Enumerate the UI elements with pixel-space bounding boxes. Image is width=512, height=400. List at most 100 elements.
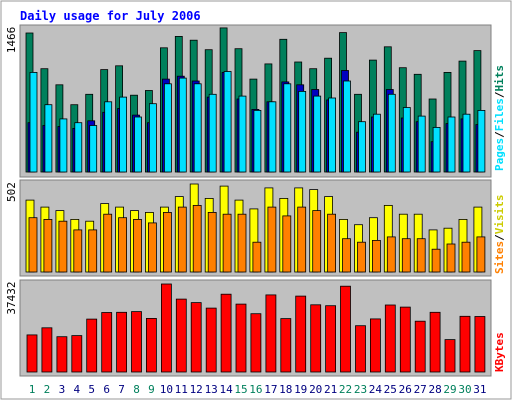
sites-bar-day-5	[88, 229, 98, 273]
files-bar-day-24	[372, 113, 381, 173]
files-bar-day-1	[29, 72, 38, 173]
kbytes-bar-day-2	[41, 327, 53, 373]
kbytes-bar-day-9	[145, 317, 157, 373]
day-label-10: 10	[160, 383, 173, 396]
kbytes-bar-day-10	[160, 283, 172, 373]
kbytes-bar-day-19	[295, 295, 307, 373]
sites-bar-day-20	[312, 210, 322, 273]
sites-bar-day-6	[103, 213, 113, 273]
legend-sep-2: /	[493, 91, 506, 98]
sites-bar-day-17	[267, 206, 277, 273]
kbytes-bar-day-7	[116, 311, 127, 373]
kbytes-bar-day-26	[399, 306, 411, 373]
files-bar-day-30	[462, 113, 471, 173]
day-label-5: 5	[88, 383, 95, 396]
kbytes-bar-day-21	[325, 305, 337, 373]
sites-bar-day-2	[43, 218, 53, 273]
kbytes-bar-day-25	[384, 304, 396, 373]
kbytes-bar-day-23	[355, 325, 366, 373]
kbytes-bar-day-1	[26, 334, 38, 373]
day-label-1: 1	[29, 383, 36, 396]
kbytes-bar-day-15	[235, 303, 247, 373]
kbytes-bar-day-22	[340, 285, 351, 373]
day-label-13: 13	[205, 383, 218, 396]
day-label-4: 4	[73, 383, 80, 396]
chart-title: Daily usage for July 2006	[20, 9, 201, 23]
legend-top: Pages/Files/Hits	[493, 65, 506, 171]
kbytes-bar-day-4	[71, 335, 83, 373]
files-bar-day-11	[178, 77, 187, 173]
kbytes-ymax-label: 37432	[5, 281, 18, 314]
sites-bar-day-31	[476, 236, 486, 273]
legend-middle: Sites/Visits	[493, 195, 506, 275]
files-bar-day-17	[268, 101, 277, 173]
day-label-20: 20	[309, 383, 322, 396]
kbytes-bar-day-6	[101, 312, 113, 373]
files-bar-day-12	[193, 83, 202, 173]
legend-hits: Hits	[493, 65, 506, 92]
day-label-28: 28	[428, 383, 441, 396]
day-label-29: 29	[443, 383, 456, 396]
day-label-2: 2	[44, 383, 51, 396]
sites-bar-day-1	[28, 217, 38, 273]
sites-bar-day-29	[446, 243, 456, 273]
sites-bar-day-4	[73, 229, 83, 273]
hits-ymax-label: 1466	[5, 27, 18, 54]
kbytes-bar-day-3	[56, 336, 68, 373]
kbytes-bar-day-20	[310, 304, 322, 373]
kbytes-bar-day-29	[444, 339, 456, 373]
legend-pages: Pages	[493, 138, 506, 171]
sites-bar-day-9	[147, 222, 157, 273]
day-label-17: 17	[264, 383, 277, 396]
files-bar-day-5	[89, 125, 98, 173]
day-label-3: 3	[59, 383, 66, 396]
files-bar-day-8	[134, 116, 142, 173]
day-label-11: 11	[175, 383, 188, 396]
sites-bar-day-7	[118, 217, 127, 273]
files-bar-day-10	[163, 83, 172, 173]
day-label-12: 12	[190, 383, 203, 396]
files-bar-day-27	[417, 115, 426, 173]
day-label-19: 19	[294, 383, 307, 396]
day-label-24: 24	[369, 383, 383, 396]
files-bar-day-28	[432, 127, 441, 173]
files-bar-day-18	[283, 83, 292, 173]
kbytes-bar-day-27	[414, 320, 426, 373]
day-labels: 1 2 3 4 5 6 7 8 9 10 11 12 13 14 15 16 17 18 19 20 21 22 23 24 2…	[29, 383, 487, 396]
day-label-16: 16	[249, 383, 262, 396]
files-bar-day-29	[447, 116, 456, 173]
files-bar-day-19	[298, 91, 307, 173]
sites-bar-day-13	[207, 211, 217, 273]
files-bar-day-3	[59, 118, 68, 173]
kbytes-bar-day-17	[265, 294, 277, 373]
kbytes-bar-day-12	[190, 302, 202, 373]
day-label-8: 8	[133, 383, 140, 396]
kbytes-bar-day-11	[175, 298, 187, 373]
day-label-18: 18	[279, 383, 292, 396]
day-label-15: 15	[234, 383, 247, 396]
files-bar-day-9	[148, 103, 157, 173]
kbytes-bar-day-5	[86, 318, 98, 373]
day-label-31: 31	[473, 383, 486, 396]
day-label-25: 25	[384, 383, 397, 396]
kbytes-bar-day-8	[131, 311, 142, 373]
files-bar-day-16	[253, 110, 262, 173]
files-bar-day-31	[477, 110, 486, 173]
sites-bar-day-28	[431, 248, 441, 273]
kbytes-bar-day-16	[250, 313, 262, 373]
sites-bar-day-30	[461, 241, 471, 273]
files-bar-day-22	[343, 80, 351, 173]
files-bar-day-25	[387, 93, 396, 173]
day-label-14: 14	[219, 383, 233, 396]
files-bar-day-26	[402, 107, 411, 173]
day-label-26: 26	[399, 383, 412, 396]
day-label-7: 7	[118, 383, 125, 396]
sites-bar-day-18	[282, 215, 292, 273]
files-bar-day-4	[74, 122, 83, 173]
sites-bar-day-21	[327, 213, 337, 273]
legend-sep-3: /	[493, 234, 506, 241]
kbytes-bar-day-14	[220, 293, 232, 373]
files-bar-day-15	[238, 95, 247, 173]
files-bar-day-23	[358, 121, 366, 173]
